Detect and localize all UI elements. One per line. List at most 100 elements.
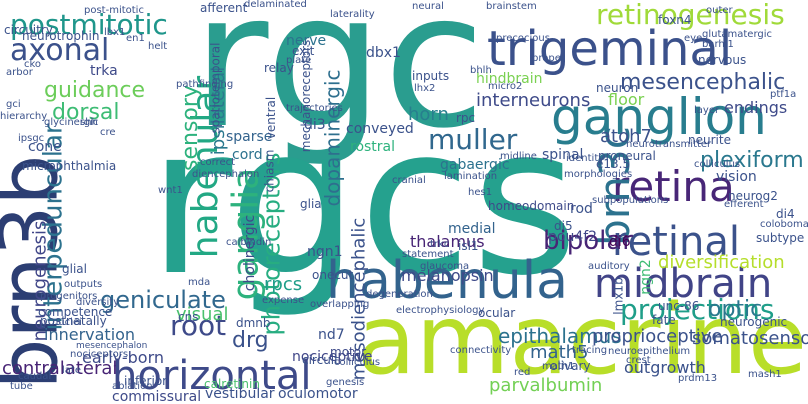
word: early-born (82, 348, 165, 367)
word: midline (500, 151, 537, 162)
word: caudal (18, 371, 52, 382)
word: rpcs (264, 274, 303, 295)
word: interneurons (476, 90, 591, 111)
word: cns (178, 310, 199, 324)
word: dopaminergic (320, 69, 345, 207)
word: plate (286, 55, 312, 66)
word: proprioceptive (592, 326, 723, 347)
word: chiasm (262, 149, 277, 193)
word: postnatally (40, 314, 107, 328)
word: thalamus (410, 232, 485, 251)
word: statement (402, 249, 454, 260)
word: nerve (286, 33, 327, 49)
word: lbx1 (104, 27, 126, 38)
word: cko (24, 59, 42, 70)
word: epithalamus (498, 324, 622, 348)
word: cholinergic (242, 214, 259, 292)
word: trkc (430, 239, 450, 250)
word: inputs (412, 69, 450, 83)
word: glia (300, 197, 322, 211)
word: post-mitotic (84, 5, 144, 16)
word: dmnb (236, 316, 271, 330)
word: trka (90, 63, 118, 79)
word: endings (724, 98, 788, 117)
word: nociceptive (292, 349, 373, 365)
word: competence (38, 305, 113, 319)
word: pou4f2 (548, 229, 598, 245)
word: nociceptors (70, 349, 129, 360)
word: neurotrophin (22, 29, 100, 43)
word: gci (6, 99, 21, 110)
word: genesis (326, 377, 365, 388)
word: diversity (76, 297, 120, 308)
word: rgc (192, 0, 486, 169)
word: rostral (350, 139, 396, 155)
word: ngn2 (637, 259, 654, 295)
word: rod (570, 201, 593, 217)
word: colliculus (334, 357, 381, 368)
word: bhlh (470, 65, 492, 76)
word: nuclei (52, 317, 82, 328)
word: electrophysiology (396, 305, 485, 316)
word: guidance (44, 78, 146, 103)
word: isl1 (458, 239, 479, 253)
word: fate (652, 313, 676, 327)
word: microphthalmia (22, 159, 117, 173)
word: axonal (10, 33, 110, 68)
word: motor (330, 345, 367, 359)
word: muller (428, 123, 518, 156)
word: amacrine (357, 284, 807, 396)
word: retinal (612, 219, 740, 265)
word: barhl1 (702, 39, 734, 50)
word: innervation (44, 325, 136, 344)
word: retina (612, 162, 735, 211)
word: mesencephalic (620, 70, 786, 95)
word: shh (80, 117, 98, 128)
word: brainstem (486, 1, 537, 12)
word: colliculus (694, 159, 741, 170)
word: foxn4 (658, 13, 692, 27)
word: optic (708, 297, 763, 322)
word: habenula (326, 251, 569, 311)
word: outer (706, 5, 733, 16)
word: identity (566, 153, 605, 164)
word: contralateral (2, 358, 118, 379)
word: hes1 (468, 187, 493, 198)
word: somatosensory (692, 328, 808, 349)
word: hindbrain (476, 71, 543, 87)
word: expense (262, 295, 305, 306)
word: lmx1b (611, 277, 626, 315)
word: cre (100, 127, 116, 138)
word: glycinergic (44, 117, 99, 128)
word: visual (176, 304, 229, 325)
word: ngn1 (307, 244, 343, 260)
word: bipolar (543, 226, 633, 256)
word: relay (264, 61, 294, 75)
word: calretinin (204, 377, 260, 391)
word: floor (608, 90, 645, 109)
word: coloboma (760, 219, 808, 230)
word: neuron (596, 81, 639, 95)
word: onecut (312, 268, 354, 282)
word: horizontal (112, 353, 312, 399)
word: efferent (724, 199, 764, 210)
word: neurog2 (728, 189, 778, 203)
word: ipsgc (18, 133, 45, 144)
word: parvalbumin (489, 375, 603, 396)
word: di6 (609, 234, 631, 250)
word: olivary (550, 359, 591, 373)
word: laterality (330, 9, 375, 20)
word: ablation (112, 381, 153, 392)
word: late (62, 365, 81, 376)
word: math5 (530, 342, 589, 363)
word: mash1 (748, 369, 782, 380)
word: projections (620, 293, 775, 326)
word: dorsal (52, 100, 120, 125)
word: neurite (688, 133, 731, 147)
word: lhx2 (414, 83, 436, 94)
word: precocious (496, 33, 550, 44)
word: circuit (302, 353, 339, 367)
word: rgcs (148, 83, 579, 321)
word: exit (292, 44, 315, 58)
